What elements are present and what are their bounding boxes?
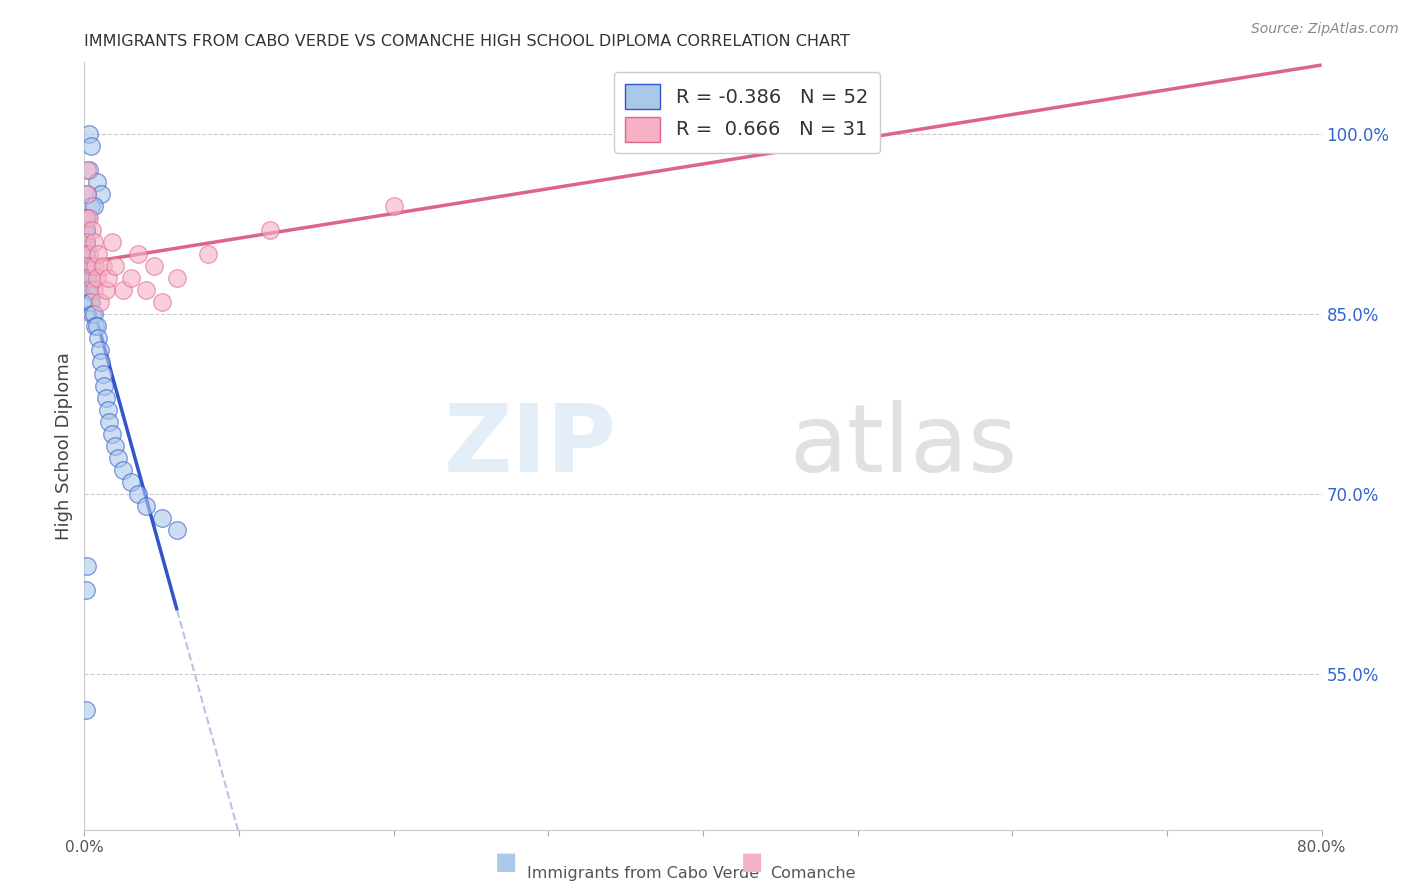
Point: [79, 199, 101, 213]
Point: [77, 283, 100, 297]
Point: [77, 295, 100, 310]
Point: [127, 487, 149, 501]
Point: [76, 187, 98, 202]
Point: [75, 223, 97, 237]
Point: [76, 211, 98, 226]
Point: [79, 271, 101, 285]
Point: [82, 307, 104, 321]
Point: [75, 223, 97, 237]
Text: ■: ■: [495, 850, 517, 874]
Point: [75, 703, 97, 717]
Point: [104, 439, 127, 453]
Point: [75, 259, 97, 273]
Point: [77, 128, 100, 142]
Point: [91, 259, 114, 273]
Point: [90, 187, 112, 202]
Point: [96, 403, 118, 417]
Point: [75, 235, 97, 250]
Text: Comanche: Comanche: [770, 866, 856, 881]
Point: [86, 175, 108, 189]
Text: atlas: atlas: [790, 400, 1018, 492]
Point: [127, 247, 149, 261]
Point: [75, 211, 97, 226]
Point: [79, 139, 101, 153]
Point: [135, 499, 157, 513]
Point: [94, 283, 117, 297]
Point: [76, 283, 98, 297]
Point: [76, 259, 98, 273]
Point: [86, 319, 108, 334]
Point: [89, 295, 111, 310]
Point: [79, 295, 101, 310]
Point: [112, 283, 135, 297]
Point: [76, 558, 98, 573]
Point: [87, 331, 110, 345]
Point: [120, 271, 142, 285]
Point: [135, 283, 157, 297]
Point: [120, 475, 142, 489]
Point: [76, 271, 98, 285]
Point: [75, 235, 97, 250]
Point: [104, 259, 127, 273]
Y-axis label: High School Diploma: High School Diploma: [55, 352, 73, 540]
Text: Immigrants from Cabo Verde: Immigrants from Cabo Verde: [527, 866, 759, 881]
Point: [83, 235, 105, 250]
Point: [87, 247, 110, 261]
Point: [75, 211, 97, 226]
Point: [75, 223, 97, 237]
Point: [75, 247, 97, 261]
Point: [75, 235, 97, 250]
Text: ZIP: ZIP: [443, 400, 616, 492]
Point: [77, 247, 100, 261]
Point: [76, 187, 98, 202]
Point: [101, 427, 124, 442]
Point: [96, 271, 118, 285]
Point: [143, 259, 166, 273]
Point: [382, 199, 405, 213]
Point: [77, 163, 100, 178]
Point: [76, 271, 98, 285]
Point: [93, 379, 115, 393]
Point: [94, 391, 117, 405]
Point: [82, 259, 104, 273]
Point: [90, 355, 112, 369]
Point: [166, 271, 188, 285]
Point: [83, 283, 105, 297]
Text: IMMIGRANTS FROM CABO VERDE VS COMANCHE HIGH SCHOOL DIPLOMA CORRELATION CHART: IMMIGRANTS FROM CABO VERDE VS COMANCHE H…: [84, 34, 851, 49]
Legend: R = -0.386   N = 52, R =  0.666   N = 31: R = -0.386 N = 52, R = 0.666 N = 31: [614, 72, 880, 153]
Point: [259, 223, 281, 237]
Point: [75, 247, 97, 261]
Point: [75, 235, 97, 250]
Point: [83, 307, 105, 321]
Point: [84, 319, 107, 334]
Point: [98, 415, 121, 429]
Point: [89, 343, 111, 358]
Point: [82, 223, 104, 237]
Point: [150, 511, 173, 525]
Point: [86, 271, 108, 285]
Text: Source: ZipAtlas.com: Source: ZipAtlas.com: [1251, 22, 1399, 37]
Point: [150, 295, 173, 310]
Point: [75, 259, 97, 273]
Point: [769, 128, 792, 142]
Text: ■: ■: [741, 850, 763, 874]
Point: [75, 582, 97, 597]
Point: [112, 463, 135, 477]
Point: [166, 523, 188, 537]
Point: [76, 163, 98, 178]
Point: [75, 247, 97, 261]
Point: [84, 259, 107, 273]
Point: [101, 235, 124, 250]
Point: [197, 247, 219, 261]
Point: [77, 211, 100, 226]
Point: [107, 450, 129, 465]
Point: [91, 367, 114, 381]
Point: [83, 199, 105, 213]
